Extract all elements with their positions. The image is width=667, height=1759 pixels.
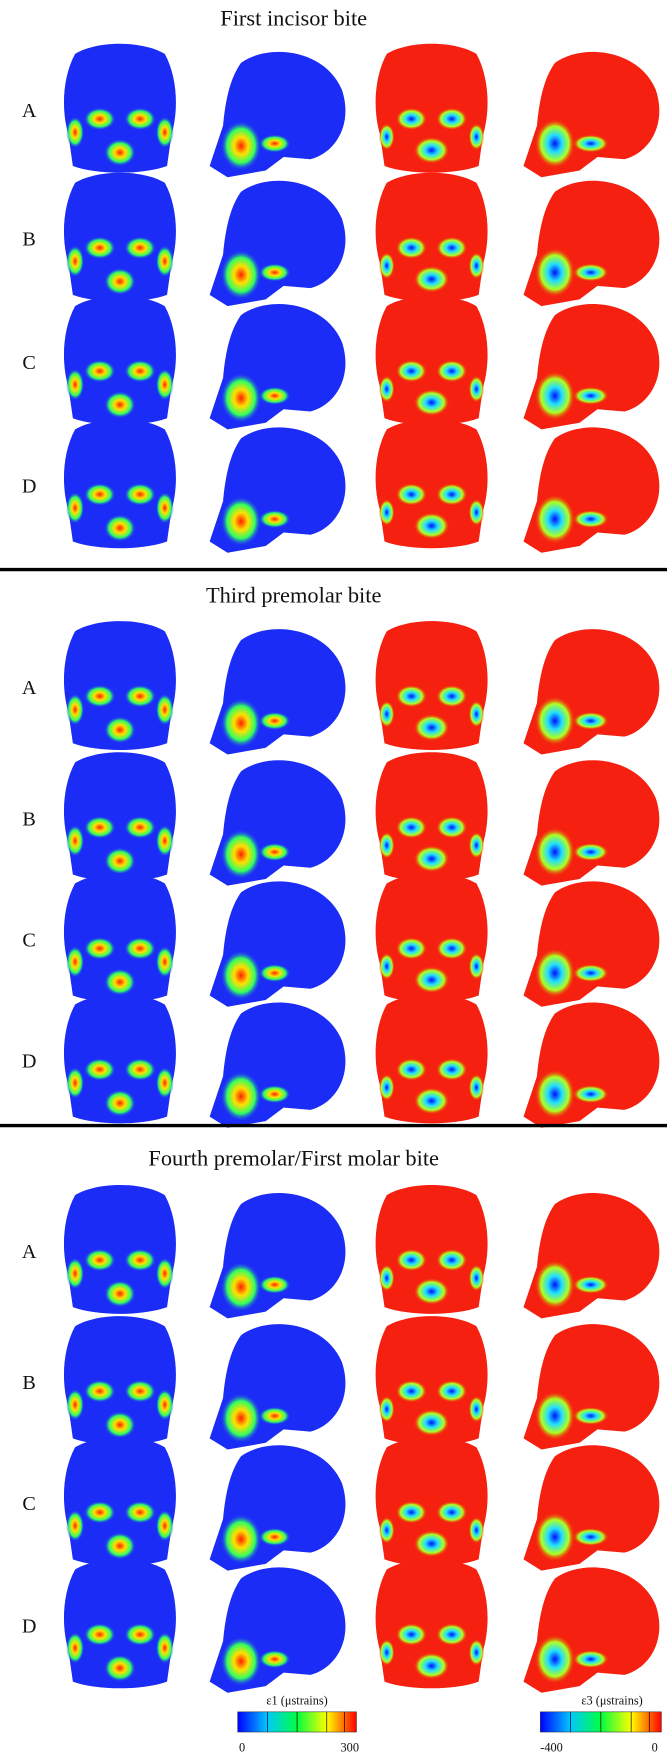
skull-view bbox=[64, 1185, 176, 1314]
skull-view bbox=[376, 1437, 488, 1566]
section-title: Fourth premolar/First molar bite bbox=[148, 1145, 439, 1170]
skull-view bbox=[64, 621, 176, 750]
skull-view bbox=[210, 1567, 346, 1692]
row-label: C bbox=[22, 352, 35, 374]
skull-view bbox=[64, 873, 176, 1002]
skull-view bbox=[376, 1559, 488, 1688]
skull-view bbox=[64, 1437, 176, 1566]
skull-view bbox=[210, 427, 346, 552]
row-label: A bbox=[22, 677, 37, 699]
skull-view bbox=[524, 1193, 660, 1318]
section-title: First incisor bite bbox=[220, 5, 367, 30]
colorbar-tick: 300 bbox=[341, 1741, 360, 1755]
colorbar-label: ε1 (μstrains) bbox=[266, 1694, 327, 1708]
skull-view bbox=[376, 873, 488, 1002]
skull-view bbox=[524, 427, 660, 552]
skull-view bbox=[210, 881, 346, 1006]
skull-view bbox=[210, 1445, 346, 1570]
skull-view bbox=[210, 629, 346, 754]
skull-view bbox=[376, 621, 488, 750]
skull-view bbox=[376, 752, 488, 881]
row-label: C bbox=[22, 929, 35, 951]
skull-view bbox=[376, 419, 488, 548]
row-label: D bbox=[22, 475, 37, 497]
skull-view bbox=[64, 296, 176, 425]
row-label: B bbox=[22, 1372, 35, 1394]
skull-view bbox=[210, 181, 346, 306]
skull-view bbox=[376, 1185, 488, 1314]
skull-view bbox=[376, 994, 488, 1123]
skull-view bbox=[64, 994, 176, 1123]
skull-view bbox=[376, 44, 488, 173]
skull-view bbox=[64, 752, 176, 881]
skull-view bbox=[524, 881, 660, 1006]
colorbar-label: ε3 (μstrains) bbox=[581, 1694, 642, 1708]
colorbar-tick: -400 bbox=[540, 1741, 563, 1755]
skull-view bbox=[210, 52, 346, 177]
skull-view bbox=[524, 760, 660, 885]
figure: First incisor bite A B C D Third premolar bit… bbox=[0, 0, 667, 1759]
skull-view bbox=[524, 181, 660, 306]
skull-view bbox=[210, 304, 346, 429]
skull-view bbox=[64, 173, 176, 302]
skull-view bbox=[210, 1002, 346, 1127]
section-title: Third premolar bite bbox=[206, 583, 382, 608]
skull-view bbox=[524, 1002, 660, 1127]
skull-view bbox=[376, 296, 488, 425]
skull-view bbox=[376, 1316, 488, 1445]
skull-view bbox=[524, 629, 660, 754]
skull-view bbox=[64, 419, 176, 548]
row-label: D bbox=[22, 1615, 37, 1637]
skull-view bbox=[524, 1324, 660, 1449]
skull-view bbox=[524, 52, 660, 177]
skull-view bbox=[524, 304, 660, 429]
skull-view bbox=[64, 1316, 176, 1445]
skull-view bbox=[64, 44, 176, 173]
row-label: D bbox=[22, 1050, 37, 1072]
row-label: B bbox=[22, 229, 35, 251]
colorbar-tick: 0 bbox=[652, 1741, 658, 1755]
row-label: C bbox=[22, 1493, 35, 1515]
row-label: B bbox=[22, 808, 35, 830]
skull-view bbox=[210, 1324, 346, 1449]
skull-view bbox=[210, 760, 346, 885]
row-label: A bbox=[22, 100, 37, 122]
skull-view bbox=[524, 1445, 660, 1570]
row-label: A bbox=[22, 1241, 37, 1263]
skull-view bbox=[64, 1559, 176, 1688]
skull-view bbox=[376, 173, 488, 302]
skull-view bbox=[524, 1567, 660, 1692]
colorbar-tick: 0 bbox=[239, 1741, 245, 1755]
skull-view bbox=[210, 1193, 346, 1318]
